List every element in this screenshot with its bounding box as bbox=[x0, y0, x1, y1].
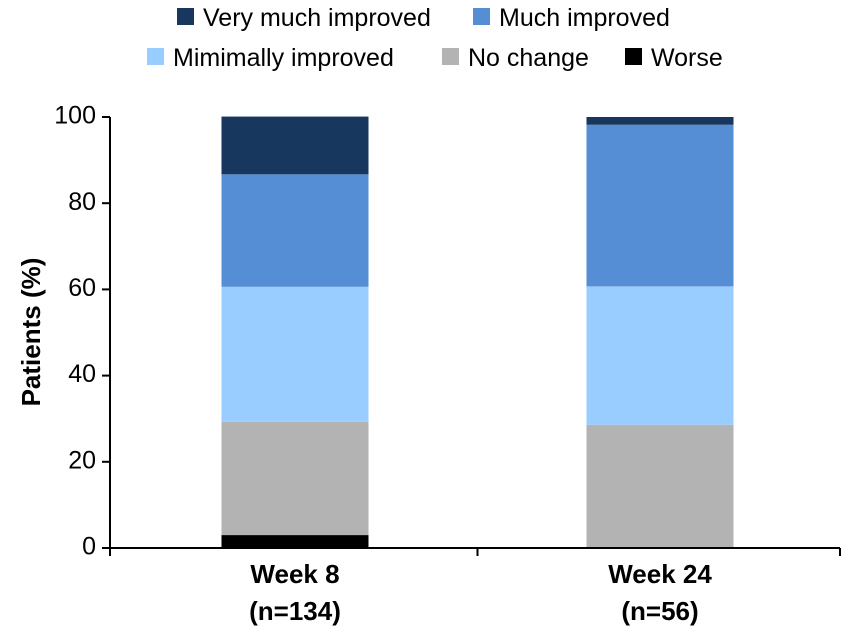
legend-label-much-improved: Much improved bbox=[499, 4, 670, 32]
axes: 0 20 40 60 80 100 Week 8 (n=134) Week 24 (n=56) bbox=[54, 102, 841, 626]
bar-segment-much-improved-week-24 bbox=[586, 124, 734, 287]
y-tick-label: 80 bbox=[68, 188, 96, 216]
y-tick-label: 20 bbox=[68, 446, 96, 474]
y-tick-label: 40 bbox=[68, 360, 96, 388]
bar-segment-very-much-improved-week-8 bbox=[221, 116, 369, 175]
legend-label-worse: Worse bbox=[651, 44, 723, 72]
bar-segment-mimimally-improved-week-8 bbox=[221, 286, 369, 422]
legend-swatch-worse bbox=[625, 48, 642, 65]
bar-segment-much-improved-week-8 bbox=[221, 174, 369, 287]
x-category-sample-size: (n=134) bbox=[249, 596, 341, 626]
bar-segment-no-change-week-24 bbox=[586, 424, 734, 548]
bar-segment-worse-week-8 bbox=[221, 535, 369, 548]
legend-label-very-much-improved: Very much improved bbox=[203, 4, 431, 32]
bar-segment-no-change-week-8 bbox=[221, 421, 369, 536]
x-category-sample-size: (n=56) bbox=[621, 596, 698, 626]
x-category-label: Week 8 bbox=[250, 559, 339, 589]
bar-segment-very-much-improved-week-24 bbox=[586, 117, 734, 125]
legend: Very much improved Much improved Mimimally… bbox=[147, 4, 723, 72]
legend-swatch-no-change bbox=[442, 48, 459, 65]
y-tick-label: 60 bbox=[68, 274, 96, 302]
legend-swatch-much-improved bbox=[473, 8, 490, 25]
legend-swatch-mimimally-improved bbox=[147, 48, 164, 65]
legend-label-no-change: No change bbox=[468, 44, 589, 72]
bars bbox=[221, 116, 734, 548]
y-tick-label: 0 bbox=[82, 533, 96, 561]
y-axis-label: Patients (%) bbox=[16, 258, 46, 407]
x-category-label: Week 24 bbox=[608, 559, 712, 589]
legend-swatch-very-much-improved bbox=[177, 8, 194, 25]
y-tick-label: 100 bbox=[54, 102, 96, 130]
bar-segment-mimimally-improved-week-24 bbox=[586, 286, 734, 425]
legend-label-mimimally-improved: Mimimally improved bbox=[173, 44, 394, 72]
